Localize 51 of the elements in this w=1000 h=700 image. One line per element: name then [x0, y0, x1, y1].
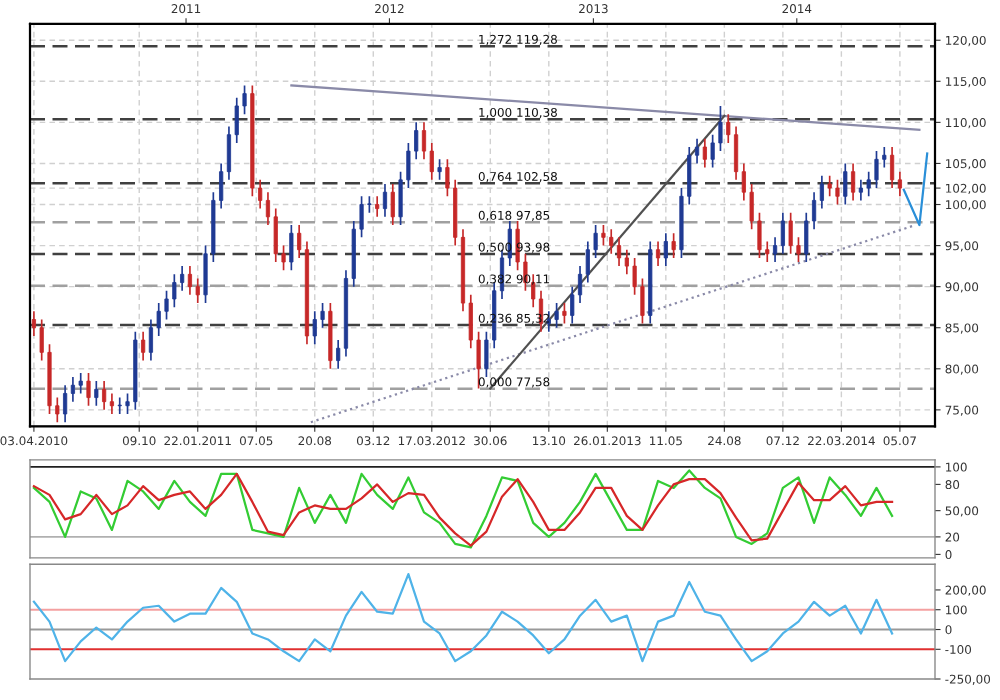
candlestick: [141, 331, 146, 362]
candlestick: [195, 277, 200, 304]
candlestick: [102, 380, 107, 411]
candlestick: [273, 207, 278, 263]
candlestick: [616, 236, 622, 267]
line-series: [32, 572, 894, 663]
candlestick: [437, 158, 442, 181]
candlestick: [70, 376, 75, 403]
candlestick: [835, 179, 840, 206]
candlestick: [180, 265, 185, 292]
candlestick: [382, 183, 388, 218]
candlestick: [117, 396, 122, 415]
candlestick: [148, 318, 154, 362]
candlestick: [297, 224, 302, 259]
candlestick: [375, 195, 380, 218]
candlestick: [562, 302, 567, 325]
candlestick: [86, 372, 91, 407]
candlestick: [187, 265, 193, 296]
candlestick: [546, 310, 551, 333]
candlestick: [827, 174, 832, 198]
candlestick: [663, 232, 668, 267]
candlestick: [63, 384, 68, 424]
candlestick: [843, 162, 848, 206]
candlestick: [655, 240, 661, 267]
candlestick: [718, 105, 723, 152]
candlestick: [289, 224, 294, 272]
candlestick: [390, 183, 395, 226]
candlestick: [850, 162, 856, 202]
candlestick: [78, 372, 83, 395]
candlestick: [336, 339, 341, 370]
candlestick: [702, 137, 707, 169]
candlestick: [312, 310, 317, 345]
candlestick: [890, 146, 895, 189]
candlestick: [601, 224, 606, 247]
candlestick: [94, 380, 99, 407]
candlestick: [109, 392, 115, 415]
candlestick: [585, 240, 590, 284]
candlestick: [609, 228, 614, 255]
candlestick: [733, 125, 739, 181]
candlestick: [858, 179, 863, 202]
candlestick: [897, 170, 902, 198]
candlestick: [788, 211, 793, 255]
candlestick: [554, 302, 559, 329]
candlestick: [772, 236, 778, 263]
candlestick: [874, 150, 879, 189]
candlestick: [164, 289, 169, 321]
candlestick: [671, 232, 676, 259]
candlestick: [780, 211, 785, 255]
candlestick: [172, 273, 177, 309]
candlestick: [819, 174, 824, 210]
candlestick: [320, 302, 325, 329]
